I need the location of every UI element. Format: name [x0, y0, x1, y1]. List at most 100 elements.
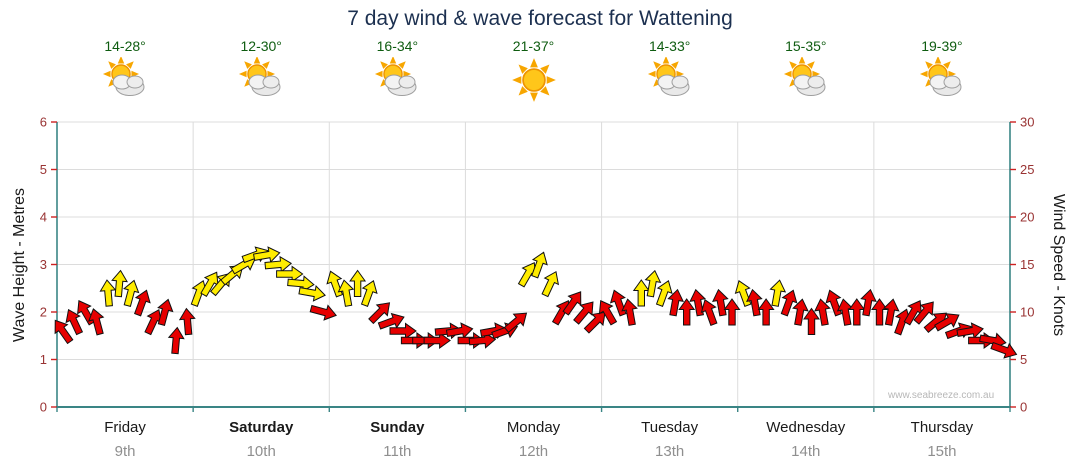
right-axis-tick-label: 5	[1020, 352, 1027, 367]
sun-ray	[262, 61, 270, 69]
sun-ray	[798, 55, 806, 64]
wind-arrow	[913, 301, 934, 325]
wind-arrow	[54, 319, 74, 345]
weather-icon-partly-cloudy	[239, 55, 281, 96]
wind-arrow	[803, 307, 820, 335]
sun-ray	[117, 55, 125, 64]
left-axis-tick-label: 6	[40, 115, 47, 130]
day-date-label: 14th	[791, 443, 821, 460]
sun-ray	[398, 61, 407, 69]
day-date-label: 11th	[383, 443, 412, 460]
day-name-label: Friday	[104, 419, 146, 436]
day-date-label: 10th	[246, 443, 276, 460]
wind-arrow	[700, 298, 718, 326]
sun-ray	[518, 86, 528, 96]
wind-arrow	[792, 298, 809, 326]
day-name-label: Saturday	[229, 419, 294, 436]
wind-arrow	[583, 311, 606, 334]
left-axis-tick-label: 2	[40, 305, 47, 320]
sun-ray	[380, 79, 389, 87]
weather-icon-partly-cloudy	[919, 55, 962, 96]
day-header: 12-30°	[193, 38, 329, 108]
wind-arrow	[882, 298, 900, 326]
day-header: 19-39°	[874, 38, 1010, 108]
wind-arrow	[632, 279, 650, 307]
sun-ray	[806, 61, 815, 69]
day-header: 14-28°	[57, 38, 193, 108]
sun-ray	[108, 79, 116, 87]
sun-ray	[652, 79, 661, 87]
day-header: 16-34°	[329, 38, 465, 108]
wind-arrow	[178, 307, 196, 336]
wind-arrow	[769, 279, 787, 307]
cloud-icon	[112, 74, 145, 96]
wind-arrow	[644, 269, 662, 298]
right-axis-tick-label: 25	[1020, 162, 1034, 177]
wind-arrow	[337, 279, 355, 307]
right-axis-tick-label: 30	[1020, 115, 1034, 130]
left-axis-tick-label: 4	[40, 210, 47, 225]
day-date-label: 15th	[927, 443, 957, 460]
temp-range: 12-30°	[240, 38, 282, 54]
day-date-label: 12th	[518, 443, 549, 460]
wind-arrow	[655, 279, 673, 307]
sun-ray	[652, 61, 661, 69]
day-name-label: Sunday	[370, 419, 425, 436]
day-header: 14-33°	[602, 38, 738, 108]
temp-range: 16-34°	[376, 38, 419, 54]
wind-arrow	[562, 291, 582, 316]
wind-arrow	[298, 285, 326, 302]
temp-range: 21-37°	[512, 38, 555, 54]
sun-ray	[539, 64, 549, 74]
sun-ray	[244, 79, 253, 87]
temp-range: 14-33°	[648, 38, 691, 54]
left-axis-tick-label: 5	[40, 162, 47, 177]
day-date-label: 13th	[655, 443, 685, 460]
wind-arrow	[667, 288, 684, 317]
wind-arrow	[65, 308, 84, 336]
sun-ray	[670, 61, 679, 69]
wind-arrow	[531, 251, 548, 279]
weather-icon-partly-cloudy	[375, 55, 417, 96]
cloud-icon	[929, 74, 962, 96]
sun-ray	[244, 61, 253, 69]
wind-arrow	[134, 289, 151, 317]
wind-arrow	[360, 279, 378, 307]
wind-arrow	[689, 288, 706, 317]
right-axis-tick-label: 20	[1020, 210, 1034, 225]
day-name-label: Wednesday	[766, 419, 846, 436]
wind-arrow	[503, 312, 528, 334]
sun-ray	[783, 70, 792, 78]
wind-arrow	[389, 322, 417, 340]
wind-arrow	[87, 308, 105, 336]
wind-arrow	[111, 269, 129, 298]
sun-ray	[647, 70, 656, 78]
cloud-icon	[248, 74, 281, 96]
day-date-label: 9th	[114, 443, 136, 460]
day-name-label: Thursday	[910, 419, 974, 436]
wind-arrow	[860, 288, 877, 317]
weather-icon-partly-cloudy	[783, 55, 826, 96]
sun-ray	[934, 55, 942, 64]
wind-arrow	[757, 298, 775, 326]
cloud-icon	[793, 74, 826, 96]
wind-arrow	[934, 313, 960, 332]
cloud-icon	[384, 74, 417, 96]
sun-ray	[103, 70, 111, 78]
wind-arrow	[621, 298, 638, 326]
day-header: 21-37°	[466, 38, 602, 108]
wind-arrow	[678, 298, 696, 326]
left-axis-tick-label: 0	[40, 400, 47, 415]
wind-arrow	[723, 298, 741, 326]
sun-ray	[239, 70, 247, 78]
wind-arrow	[871, 298, 888, 326]
temp-range: 19-39°	[921, 38, 963, 54]
sun-ray	[529, 92, 538, 102]
weather-icon-partly-cloudy	[103, 55, 145, 96]
temp-range: 15-35°	[785, 38, 827, 54]
sun-ray	[511, 76, 521, 84]
temp-range: 14-28°	[104, 38, 146, 54]
wind-arrow	[349, 269, 367, 297]
sun-ray	[253, 55, 261, 64]
wind-arrow	[573, 301, 594, 325]
